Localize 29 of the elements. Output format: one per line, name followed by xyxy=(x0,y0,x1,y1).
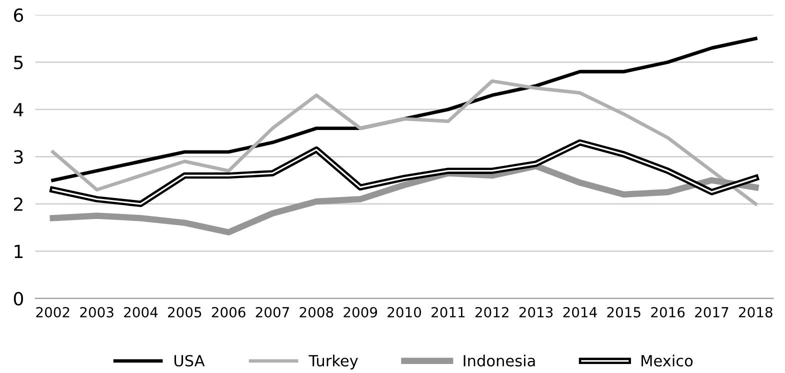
x-tick-label: 2003 xyxy=(80,306,114,318)
y-tick-label: 6 xyxy=(14,8,24,22)
x-tick-label: 2004 xyxy=(124,306,158,318)
x-tick-label: 2002 xyxy=(36,306,70,318)
y-tick-label: 0 xyxy=(14,292,24,306)
x-tick-label: 2011 xyxy=(432,306,465,318)
legend-label: Mexico xyxy=(642,354,693,366)
x-tick-label: 2015 xyxy=(607,306,640,318)
y-tick-label: 3 xyxy=(14,150,23,164)
x-tick-label: 2014 xyxy=(563,306,597,318)
legend-label: USA xyxy=(174,354,205,366)
x-tick-label: 2013 xyxy=(519,306,553,318)
x-tick-label: 2009 xyxy=(344,306,378,318)
x-tick-label: 2010 xyxy=(388,306,422,318)
y-tick-label: 1 xyxy=(14,244,23,258)
x-tick-label: 2005 xyxy=(168,306,202,318)
x-tick-label: 2016 xyxy=(651,306,685,318)
x-tick-label: 2018 xyxy=(739,306,772,318)
y-tick-label: 5 xyxy=(14,56,23,70)
x-tick-label: 2008 xyxy=(300,306,334,318)
y-tick-label: 4 xyxy=(14,103,24,116)
x-tick-label: 2012 xyxy=(475,306,508,318)
x-tick-label: 2017 xyxy=(695,306,728,318)
legend-label: Indonesia xyxy=(464,354,535,366)
x-tick-label: 2006 xyxy=(212,306,246,318)
x-tick-label: 2007 xyxy=(256,306,289,318)
legend-label: Turkey xyxy=(308,354,358,370)
y-tick-label: 2 xyxy=(14,197,22,211)
line-series xyxy=(51,79,758,206)
